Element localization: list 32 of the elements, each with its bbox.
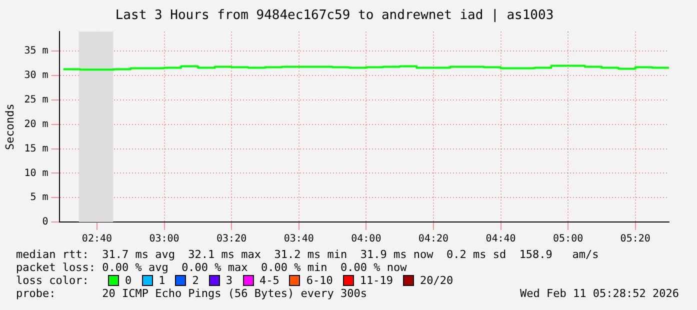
x-tick-label: 04:20 [418,234,449,245]
x-tick-label: 02:40 [82,234,112,245]
text: median rtt: 31.7 ms avg 32.1 ms max 31.2 ms min 31.9 ms now 0.2 ms sd 158.9 am/s [16,248,600,261]
text: 0 [125,274,132,287]
text: probe: 20 ICMP Echo Pings (56 Bytes) every 300s [16,287,367,300]
text: 11-19 [360,274,393,287]
x-tick-label: 04:40 [486,234,516,245]
text: 20/20 [420,274,454,287]
x-tick-label: 03:20 [216,234,247,245]
text: 4-5 [260,274,280,287]
text: 2 [192,274,199,287]
y-tick-label: 30 m [24,70,48,82]
text: 6-10 [306,274,333,287]
x-tick-label: 05:20 [620,234,650,245]
y-axis-title: Seconds [3,104,16,150]
x-tick-label: 05:00 [553,234,584,245]
y-tick-label: 20 m [24,118,48,130]
x-tick-label: 03:40 [284,234,314,245]
text: 3 [226,274,232,287]
x-tick-label: 03:00 [149,234,180,245]
text: packet loss: 0.00 % avg 0.00 % max 0.00 % min 0.00 % now [16,261,408,274]
text: 1 [158,274,166,287]
y-tick-label: 35 m [24,46,48,57]
text: loss color: [16,274,90,287]
text: Wed Feb 11 05:28:52 2026 [520,287,679,300]
x-tick-label: 04:00 [351,234,382,245]
y-tick-label: 25 m [24,94,48,106]
y-tick-label: 10 m [24,168,48,179]
y-tick-label: 0 [42,216,48,228]
y-tick-label: 15 m [24,143,48,154]
chart-title: Last 3 Hours from 9484ec167c59 to andrewnet iad | as1003 [115,8,554,24]
y-tick-label: 5 m [30,192,48,204]
